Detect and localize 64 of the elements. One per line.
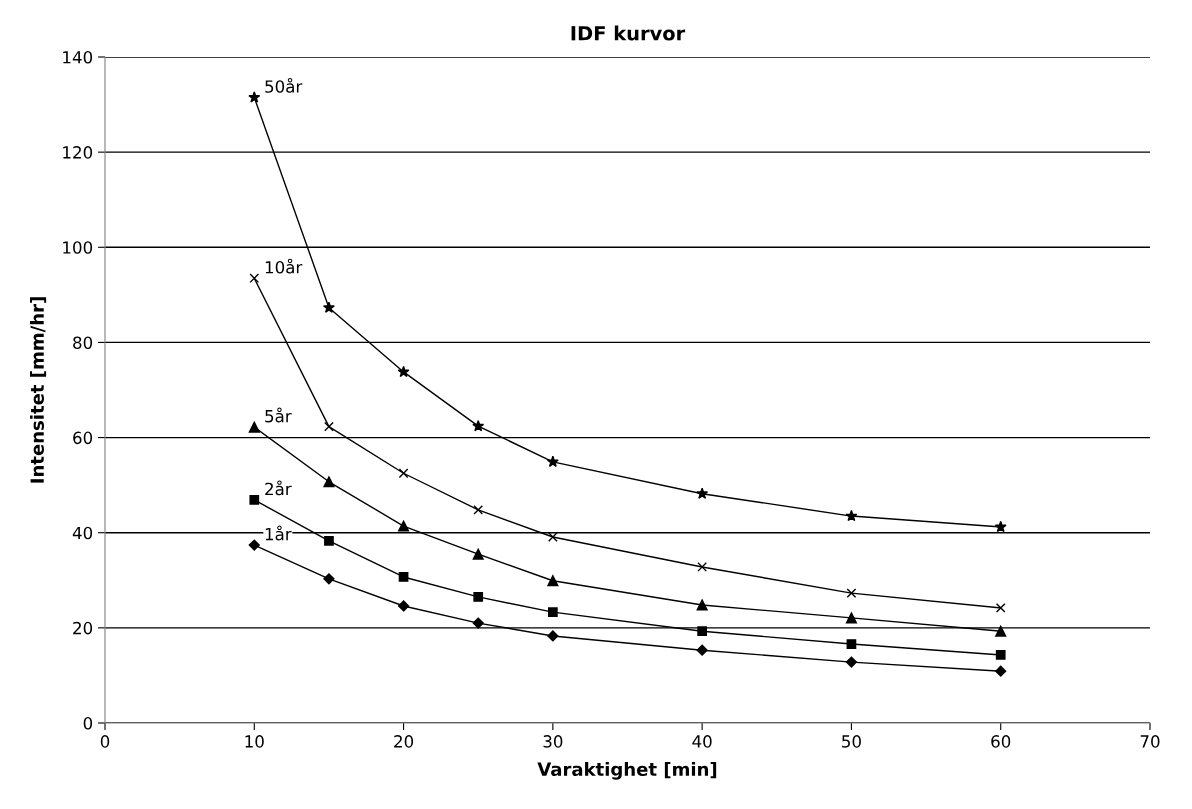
y-axis-title: Intensitet [mm/hr] [30,297,47,483]
x-tick-label: 20 [394,735,414,748]
point [994,520,1007,533]
chart-title: IDF kurvor [571,25,686,41]
y-tick-label: 0 [83,716,93,730]
point [547,630,559,642]
point [547,575,559,587]
point [696,644,708,656]
point [473,505,484,515]
point [696,487,709,499]
point [995,650,1006,660]
point [696,599,708,611]
point [546,455,559,468]
point [547,532,558,542]
point [323,476,335,488]
point [473,592,484,602]
y-tick-label: 60 [73,431,93,445]
point [472,548,484,560]
point [397,600,410,612]
point [324,535,334,546]
series-label: 50år [265,77,303,93]
point [398,468,409,479]
point [397,365,410,378]
point [248,421,260,433]
point [845,656,858,668]
point [547,607,558,618]
y-tick-label: 20 [73,621,93,635]
point [248,539,260,551]
point [472,617,484,629]
series-label: 10år [265,258,303,274]
y-tick-label: 80 [73,336,93,349]
point [249,273,260,284]
x-tick-label: 60 [991,735,1011,748]
point [846,639,857,649]
x-tick-label: 30 [543,735,563,748]
point [697,626,708,637]
point [846,588,857,598]
x-tick-label: 0 [100,735,110,748]
point [995,625,1007,637]
point [248,91,261,103]
point [845,612,857,624]
y-tick-label: 120 [63,146,93,159]
y-tick-label: 100 [63,241,93,254]
point [398,572,409,582]
point [845,509,858,522]
point [697,562,708,572]
y-tick-label: 40 [72,526,93,540]
x-axis-title: Varaktighet [min] [537,762,717,780]
series-label: 5år [265,407,292,423]
point [249,495,260,505]
x-tick-label: 50 [842,735,861,748]
x-tick-label: 70 [1140,735,1160,748]
series-label: 1år [265,525,292,541]
point [995,603,1006,613]
point [995,665,1007,677]
point [398,520,410,532]
point [324,421,334,432]
y-tick-label: 140 [63,50,93,64]
series-label: 2år [265,480,292,496]
point [322,301,335,313]
x-tick-label: 10 [245,735,264,748]
x-tick-label: 40 [692,735,712,748]
point [472,419,485,432]
point [323,573,335,585]
